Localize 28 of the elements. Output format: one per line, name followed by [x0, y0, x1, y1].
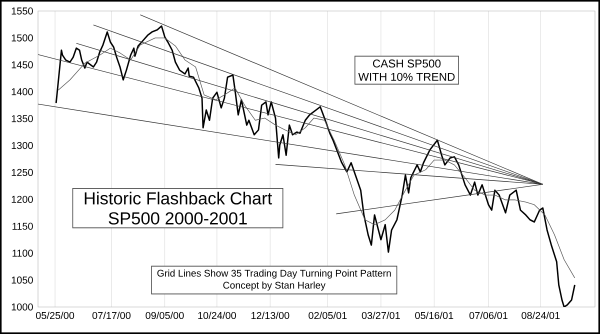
- y-tick-label: 1200: [12, 196, 33, 203]
- y-tick-label: 1250: [12, 168, 33, 176]
- annotation: CASH SP500: [372, 60, 441, 68]
- x-tick-label: 12/13/00: [251, 312, 290, 320]
- x-tick-label: 05/25/00: [36, 312, 74, 320]
- x-tick-label: 03/27/01: [362, 312, 400, 320]
- x-tick-label: 07/06/01: [469, 312, 508, 320]
- y-tick-label: 1400: [12, 88, 33, 96]
- x-tick-label: 08/24/01: [522, 312, 560, 320]
- x-tick-label: 09/05/00: [146, 312, 184, 320]
- annotation: Grid Lines Show 35 Trading Day Turning Point Pattern: [157, 270, 391, 279]
- y-tick-label: 1000: [12, 303, 33, 311]
- text: SP500 2000-2001: [108, 212, 247, 224]
- y-tick-label: 1150: [12, 222, 33, 230]
- y-tick-label: 1300: [12, 142, 33, 150]
- y-tick-label: 1050: [12, 276, 33, 284]
- y-tick-label: 1100: [12, 250, 33, 257]
- y-tick-label: 1550: [12, 7, 33, 15]
- y-tick-label: 1350: [12, 115, 33, 122]
- y-tick-label: 1450: [12, 61, 33, 68]
- x-tick-label: 05/16/01: [415, 312, 454, 320]
- y-tick-label: 1500: [12, 34, 33, 42]
- x-tick-label: 07/17/00: [92, 312, 131, 320]
- text: Historic Flashback Chart: [84, 192, 272, 204]
- x-tick-label: 10/24/00: [198, 312, 236, 320]
- annotation: WITH 10% TREND: [358, 72, 455, 81]
- annotation: Concept by Stan Harley: [223, 282, 326, 291]
- x-tick-label: 02/05/01: [308, 312, 347, 320]
